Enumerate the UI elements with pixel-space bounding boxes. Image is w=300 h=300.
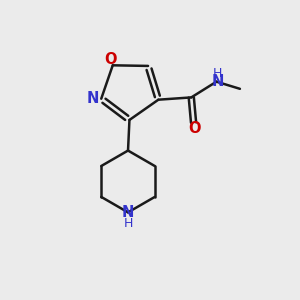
- Text: N: N: [122, 206, 134, 220]
- Text: H: H: [123, 217, 133, 230]
- Text: N: N: [87, 91, 99, 106]
- Text: O: O: [104, 52, 117, 67]
- Text: N: N: [212, 74, 224, 89]
- Text: O: O: [188, 122, 200, 136]
- Text: H: H: [213, 67, 222, 80]
